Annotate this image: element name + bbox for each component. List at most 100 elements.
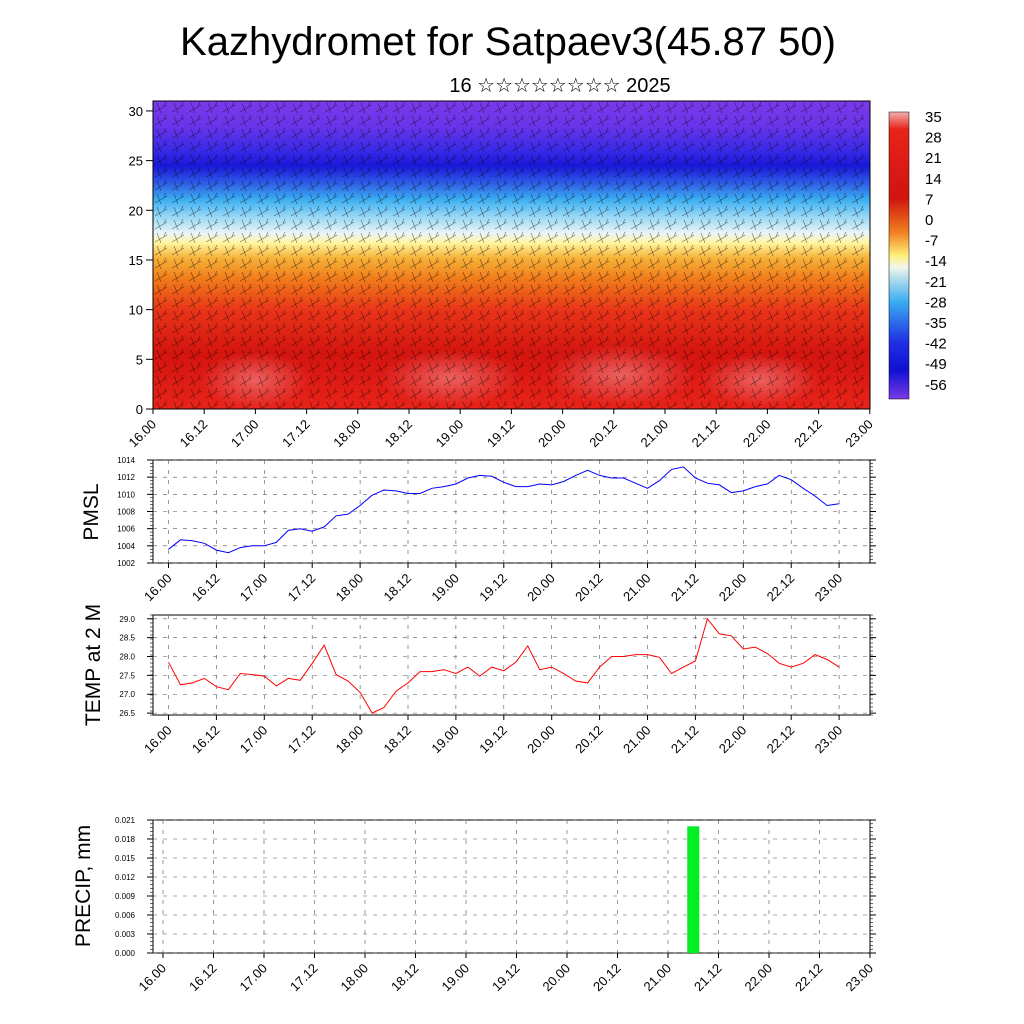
colorbar: 35 28 21 14 7 0 -7 -14 -21 -28 -35 -42 -49 -56: [888, 109, 947, 400]
precip-bar: [687, 826, 700, 953]
y-tick-label: 0.009: [115, 892, 136, 901]
x-tick-label: 16.00: [136, 961, 170, 995]
y-tick-label: 1006: [117, 525, 135, 534]
x-tick-label: 23.00: [843, 961, 877, 995]
cross-section-x-axis: 16.00 16.12 17.00 17.12 18.00 18.12 19.00 19.12…: [126, 409, 876, 450]
y-tick-label: 0.003: [115, 930, 136, 939]
x-tick-label: 17.12: [285, 723, 319, 757]
y-tick-label: 0.018: [115, 835, 136, 844]
x-tick-label: 21.12: [689, 417, 723, 451]
x-tick-label: 22.00: [716, 723, 750, 757]
temperature-panel: 26.5 27.0 27.5 28.0 28.5 29.0 TEMP at 2 M 16.…: [82, 604, 876, 756]
x-tick-label: 18.00: [330, 417, 364, 451]
y-tick-label: 1010: [117, 490, 135, 499]
x-tick-label: 16.12: [189, 571, 223, 605]
x-tick-label: 20.12: [572, 723, 606, 757]
y-tick-label: 1012: [117, 473, 135, 482]
colorbar-scale: [888, 111, 910, 400]
x-tick-label: 22.00: [742, 961, 776, 995]
colorbar-label: -56: [925, 377, 947, 394]
x-tick-label: 19.00: [439, 961, 473, 995]
colorbar-label: -35: [925, 315, 947, 332]
y-tick-label: 0.012: [115, 873, 136, 882]
temperature-grid: [153, 615, 870, 715]
colorbar-label: -21: [925, 274, 947, 291]
colorbar-label: -7: [925, 233, 938, 250]
y-tick-label: 1008: [117, 508, 135, 517]
x-tick-label: 18.12: [382, 417, 416, 451]
y-tick-label: 20: [129, 203, 143, 218]
x-tick-label: 17.00: [237, 571, 271, 605]
precip-x-axis: 16.00 16.12 17.00 17.12 18.00 18.12 19.00 19.12…: [136, 953, 877, 995]
y-tick-label: 26.5: [119, 709, 135, 718]
pmsl-frame: [152, 459, 871, 564]
y-tick-label: 0.000: [115, 949, 136, 958]
x-tick-label: 22.00: [716, 571, 750, 605]
x-tick-label: 21.12: [668, 723, 702, 757]
x-tick-label: 18.12: [388, 961, 422, 995]
y-tick-label: 5: [136, 352, 143, 367]
precip-bars: [687, 826, 700, 953]
wind-barbs: [153, 101, 870, 409]
precip-y-axis: 0.000 0.003 0.006 0.009 0.012 0.015 0.018 0.021: [115, 816, 876, 958]
x-tick-label: 21.00: [638, 417, 672, 451]
x-tick-label: 17.00: [237, 961, 271, 995]
colorbar-label: 28: [925, 130, 942, 147]
x-tick-label: 20.12: [572, 571, 606, 605]
y-tick-label: 29.0: [119, 615, 135, 624]
y-tick-label: 10: [129, 303, 143, 318]
precip-panel: 0.000 0.003 0.006 0.009 0.012 0.015 0.018 0.021…: [72, 816, 876, 994]
colorbar-label: 0: [925, 212, 933, 229]
colorbar-label: 35: [925, 109, 942, 126]
x-tick-label: 17.00: [237, 723, 271, 757]
pmsl-line: [168, 466, 840, 554]
precip-frame: [152, 819, 871, 954]
x-tick-label: 20.00: [524, 571, 558, 605]
x-tick-label: 19.12: [489, 961, 523, 995]
x-tick-label: 18.00: [333, 571, 367, 605]
y-tick-label: 27.0: [119, 690, 135, 699]
colorbar-label: 7: [925, 191, 933, 208]
x-tick-label: 23.00: [812, 723, 846, 757]
y-tick-label: 28.0: [119, 653, 135, 662]
y-tick-label: 27.5: [119, 671, 135, 680]
precip-grid: [153, 819, 870, 954]
x-tick-label: 16.00: [141, 571, 175, 605]
pmsl-grid: [153, 459, 870, 564]
x-tick-label: 22.12: [792, 961, 826, 995]
pmsl-y-axis: 1002 1004 1006 1008 1010 1012 1014: [117, 456, 876, 568]
x-tick-label: 16.12: [189, 723, 223, 757]
colorbar-label: 14: [925, 171, 942, 188]
precip-ylabel: PRECIP, mm: [72, 825, 95, 947]
x-tick-label: 16.00: [141, 723, 175, 757]
x-tick-label: 22.12: [764, 723, 798, 757]
chart-title: Kazhydromet for Satpaev3(45.87 50): [180, 20, 836, 64]
pmsl-ylabel: PMSL: [80, 483, 103, 540]
x-tick-label: 17.12: [279, 417, 313, 451]
x-tick-label: 21.12: [691, 961, 725, 995]
temperature-ylabel: TEMP at 2 M: [82, 604, 105, 726]
x-tick-label: 20.12: [586, 417, 620, 451]
y-tick-label: 0.015: [115, 854, 136, 863]
x-tick-label: 22.12: [791, 417, 825, 451]
y-tick-label: 28.5: [119, 634, 135, 643]
x-tick-label: 23.00: [842, 417, 876, 451]
x-tick-label: 18.00: [333, 723, 367, 757]
y-tick-label: 0: [136, 402, 143, 417]
temperature-y-axis: 26.5 27.0 27.5 28.0 28.5 29.0: [119, 614, 876, 718]
y-tick-label: 1014: [117, 456, 135, 465]
x-tick-label: 19.12: [476, 571, 510, 605]
chart-subtitle: 16 ☆☆☆☆☆☆☆☆ 2025: [449, 75, 670, 97]
x-tick-label: 22.12: [764, 571, 798, 605]
y-tick-label: 15: [129, 253, 143, 268]
x-tick-label: 18.00: [338, 961, 372, 995]
x-tick-label: 19.12: [484, 417, 518, 451]
colorbar-labels: 35 28 21 14 7 0 -7 -14 -21 -28 -35 -42 -49 -56: [925, 109, 947, 394]
colorbar-label: -28: [925, 294, 947, 311]
x-tick-label: 23.00: [812, 571, 846, 605]
colorbar-label: -14: [925, 253, 947, 270]
x-tick-label: 16.12: [186, 961, 220, 995]
y-tick-label: 1002: [117, 559, 135, 568]
